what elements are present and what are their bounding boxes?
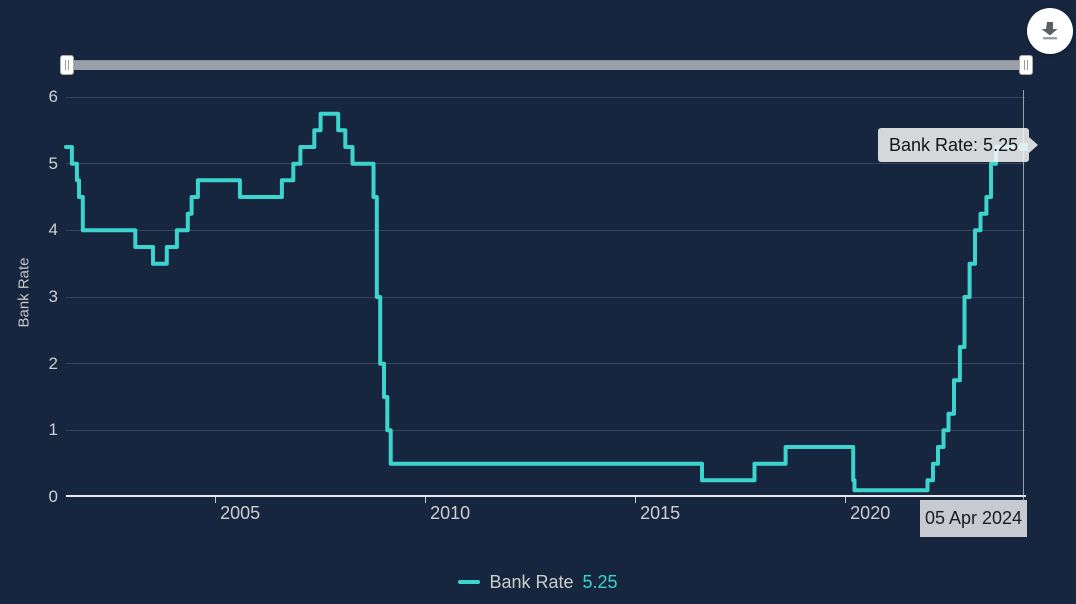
x-axis-tick bbox=[425, 497, 427, 503]
grid-horizontal-line bbox=[66, 296, 1025, 298]
x-axis-tick-label: 2015 bbox=[640, 503, 681, 523]
x-axis-tick-label: 2010 bbox=[430, 503, 471, 523]
x-axis-line bbox=[66, 495, 1026, 497]
y-axis-tick-label: 5 bbox=[48, 153, 58, 173]
crosshair-line bbox=[1023, 90, 1025, 501]
grid-horizontal-line bbox=[66, 163, 1025, 165]
y-axis-tick-label: 0 bbox=[48, 487, 58, 506]
range-slider-handle-left[interactable] bbox=[60, 55, 74, 75]
legend-label: Bank Rate bbox=[489, 571, 574, 592]
grid-horizontal-line bbox=[66, 429, 1025, 431]
y-axis-tick-label: 3 bbox=[48, 287, 58, 306]
bank-rate-series-line bbox=[64, 111, 1027, 493]
grid-horizontal-line bbox=[66, 229, 1025, 231]
y-axis-tick-label: 2 bbox=[48, 353, 58, 373]
y-axis-tick-label: 4 bbox=[48, 220, 58, 240]
range-slider-track[interactable] bbox=[66, 60, 1026, 70]
tooltip-text: Bank Rate: 5.25 bbox=[889, 135, 1019, 155]
legend-value: 5.25 bbox=[582, 571, 618, 592]
range-slider-handle-right[interactable] bbox=[1019, 55, 1033, 75]
grid-horizontal-line bbox=[66, 363, 1025, 365]
tooltip: Bank Rate: 5.25 bbox=[878, 128, 1039, 162]
x-axis-tick bbox=[635, 497, 637, 503]
y-axis-tick-label: 6 bbox=[48, 87, 58, 106]
legend-swatch bbox=[458, 580, 481, 584]
x-axis-tick bbox=[845, 497, 847, 503]
x-axis-tick-label: 2005 bbox=[220, 503, 261, 523]
y-axis-tick-label: 1 bbox=[48, 420, 58, 440]
x-axis-tick-label: 2020 bbox=[850, 503, 891, 523]
x-axis-tick bbox=[215, 497, 217, 503]
download-icon bbox=[1039, 20, 1061, 42]
grid-horizontal-line bbox=[66, 96, 1025, 98]
download-button[interactable] bbox=[1027, 8, 1073, 54]
legend-item-bank-rate[interactable]: Bank Rate 5.25 bbox=[0, 571, 1076, 593]
crosshair-date-label: 05 Apr 2024 bbox=[920, 500, 1027, 537]
